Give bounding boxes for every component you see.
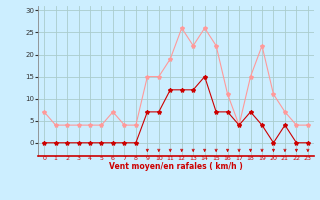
X-axis label: Vent moyen/en rafales ( km/h ): Vent moyen/en rafales ( km/h ) [109,162,243,171]
